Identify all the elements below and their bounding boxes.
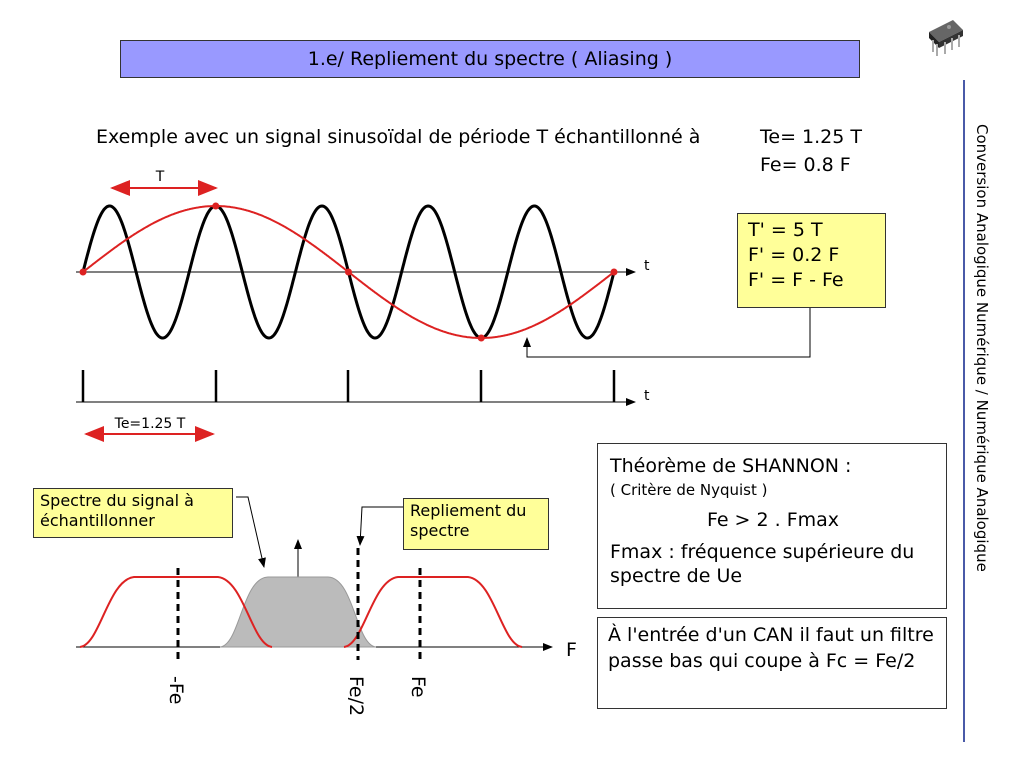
shannon-subheading: ( Critère de Nyquist ) — [610, 481, 768, 499]
spectre-pointer — [236, 496, 266, 568]
replica-spectrum-pos — [343, 576, 523, 648]
tick-neg-fe: -Fe — [165, 676, 187, 704]
shannon-heading: Théorème de SHANNON : — [610, 455, 852, 477]
signal-axis-label: t — [644, 258, 650, 274]
result-line-1: T' = 5 T — [748, 219, 823, 241]
intro-text: Exemple avec un signal sinusoïdal de pér… — [96, 126, 701, 148]
base-spectrum — [219, 576, 377, 648]
result-line-2: F' = 0.2 F — [748, 244, 840, 266]
sample-point — [212, 202, 220, 210]
period-label: T — [155, 169, 165, 185]
sample-axis-label: t — [644, 388, 650, 404]
frequency-axis-label: F — [566, 639, 577, 661]
sample-pulses — [81, 370, 616, 402]
can-filter-text: À l'entrée d'un CAN il faut un filtre pa… — [608, 624, 934, 672]
intro-te: Te= 1.25 T — [760, 126, 862, 148]
repliement-label: Repliement du spectre — [410, 501, 527, 540]
ic-chip-icon — [925, 18, 965, 68]
sample-point — [610, 268, 618, 276]
shannon-formula: Fe > 2 . Fmax — [706, 509, 840, 531]
te-label: Te=1.25 T — [114, 416, 186, 432]
sample-point — [79, 268, 87, 276]
sample-points — [79, 202, 618, 342]
repliement-label-box: Repliement du spectre — [403, 498, 549, 550]
result-connector — [523, 308, 811, 358]
tick-fe-half: Fe/2 — [345, 676, 367, 716]
shannon-note: Fmax : fréquence supérieure du spectre d… — [610, 541, 915, 587]
replica-spectrum-neg — [79, 576, 273, 648]
shannon-box: Théorème de SHANNON : ( Critère de Nyqui… — [597, 443, 947, 609]
intro-fe: Fe= 0.8 F — [760, 154, 851, 176]
spectre-label-box: Spectre du signal à échantillonner — [33, 488, 233, 538]
slide-title: 1.e/ Repliement du spectre ( Aliasing ) — [120, 40, 860, 78]
sample-point — [477, 334, 485, 342]
can-filter-box: À l'entrée d'un CAN il faut un filtre pa… — [597, 617, 947, 709]
tick-fe: Fe — [407, 676, 429, 698]
side-divider — [963, 80, 965, 742]
slide-title-text: 1.e/ Repliement du spectre ( Aliasing ) — [307, 48, 673, 70]
result-line-3: F' = F - Fe — [748, 269, 844, 291]
spectre-label: Spectre du signal à échantillonner — [40, 491, 194, 530]
sample-point — [345, 268, 352, 276]
alias-result-box: T' = 5 T F' = 0.2 F F' = F - Fe — [737, 213, 886, 308]
repliement-pointer — [356, 506, 403, 546]
